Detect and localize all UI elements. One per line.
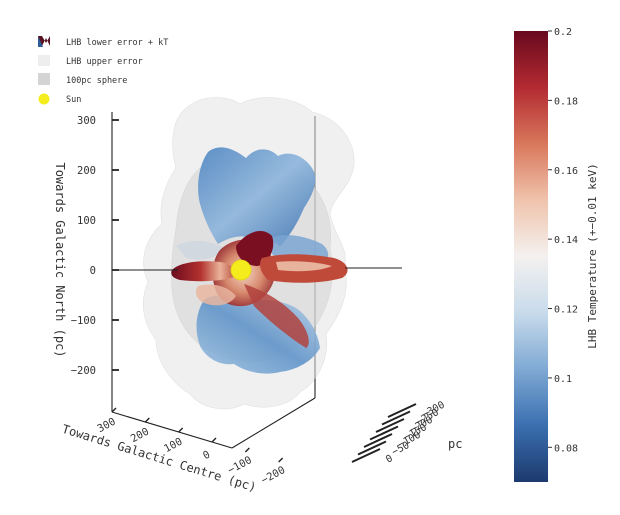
y-tick-mark (363, 433, 393, 448)
z-tick-label: 200 (77, 165, 96, 177)
x-axis-label: Towards Galactic Centre (pc) (60, 422, 258, 495)
y-tick-mark (375, 418, 405, 433)
colorbar-tick-label: 0.18 (554, 96, 578, 107)
legend-label: 100pc sphere (66, 76, 127, 86)
colorbar-tick-label: 0.2 (554, 27, 572, 38)
legend-item-100pc-sphere: 100pc sphere (38, 73, 127, 86)
left-grey-wing (176, 240, 224, 260)
lhb-lower-error-surface (171, 147, 348, 374)
colorbar-tick-label: 0.16 (554, 166, 578, 177)
y-axis-ticks: 0−50−100−150−200−250−300 (351, 400, 447, 466)
y-tick-mark (381, 410, 411, 426)
legend-item-sun: Sun (38, 93, 81, 105)
right-wing-highlight (276, 261, 332, 272)
colormap-swatch-blue-icon (38, 36, 43, 47)
x-tick-mark (111, 407, 117, 413)
colorbar-ticks: 0.2 0.18 0.16 0.14 0.12 0.1 0.08 (548, 27, 578, 454)
lower-red-lobe (244, 284, 309, 348)
z-tick-label: −200 (71, 365, 96, 377)
upper-red-lobe (236, 231, 274, 266)
legend-label: Sun (66, 95, 81, 105)
x-tick-mark (144, 417, 150, 423)
x-tick-label: −200 (259, 464, 287, 486)
x-tick-mark (178, 427, 184, 433)
x-tick-mark (278, 457, 284, 463)
colorbar-tick-label: 0.1 (554, 374, 572, 385)
z-axis-label: Towards Galactic North (pc) (53, 162, 67, 357)
y-axis-label: pc (448, 437, 462, 451)
colorbar: 0.2 0.18 0.16 0.14 0.12 0.1 0.08 LHB Temperatu… (514, 27, 599, 482)
y-tick-mark (351, 448, 381, 463)
y-tick-mark (369, 425, 399, 441)
legend: LHB lower error + kT LHB upper error 100… (38, 36, 168, 105)
z-axis-ticks: 300 200 100 0 −100 −200 (71, 115, 119, 377)
y-tick-mark (357, 440, 387, 456)
z-tick-label: −100 (71, 315, 96, 327)
x-tick-label: 0 (201, 449, 212, 463)
x-tick-mark (244, 447, 250, 453)
x-tick-mark (211, 437, 217, 443)
colorbar-tick-label: 0.08 (554, 443, 578, 454)
z-tick-label: 300 (77, 115, 96, 127)
legend-label: LHB upper error (66, 57, 143, 67)
legend-item-lhb-upper: LHB upper error (38, 55, 143, 67)
legend-swatch (38, 73, 50, 85)
z-tick-label: 0 (90, 265, 96, 277)
sun-swatch-icon (38, 93, 50, 105)
colorbar-tick-label: 0.14 (554, 235, 578, 246)
legend-item-lhb-lower: LHB lower error + kT (38, 36, 168, 48)
lower-left-pink-lobe (195, 284, 236, 306)
colorbar-bar (514, 31, 548, 482)
upper-blue-lobe (198, 147, 316, 246)
left-red-wing (171, 261, 237, 282)
sun-marker (230, 259, 252, 281)
y-tick-label: 0 (384, 453, 394, 466)
z-tick-label: 100 (77, 215, 96, 227)
midplane-lines (112, 267, 402, 271)
colorbar-label: LHB Temperature (+−0.01 keV) (586, 163, 599, 348)
colorbar-tick-label: 0.12 (554, 305, 578, 316)
legend-swatch (38, 55, 50, 66)
y-axis-line (231, 397, 316, 449)
y-tick-mark (387, 403, 417, 418)
legend-label: LHB lower error + kT (66, 38, 168, 48)
